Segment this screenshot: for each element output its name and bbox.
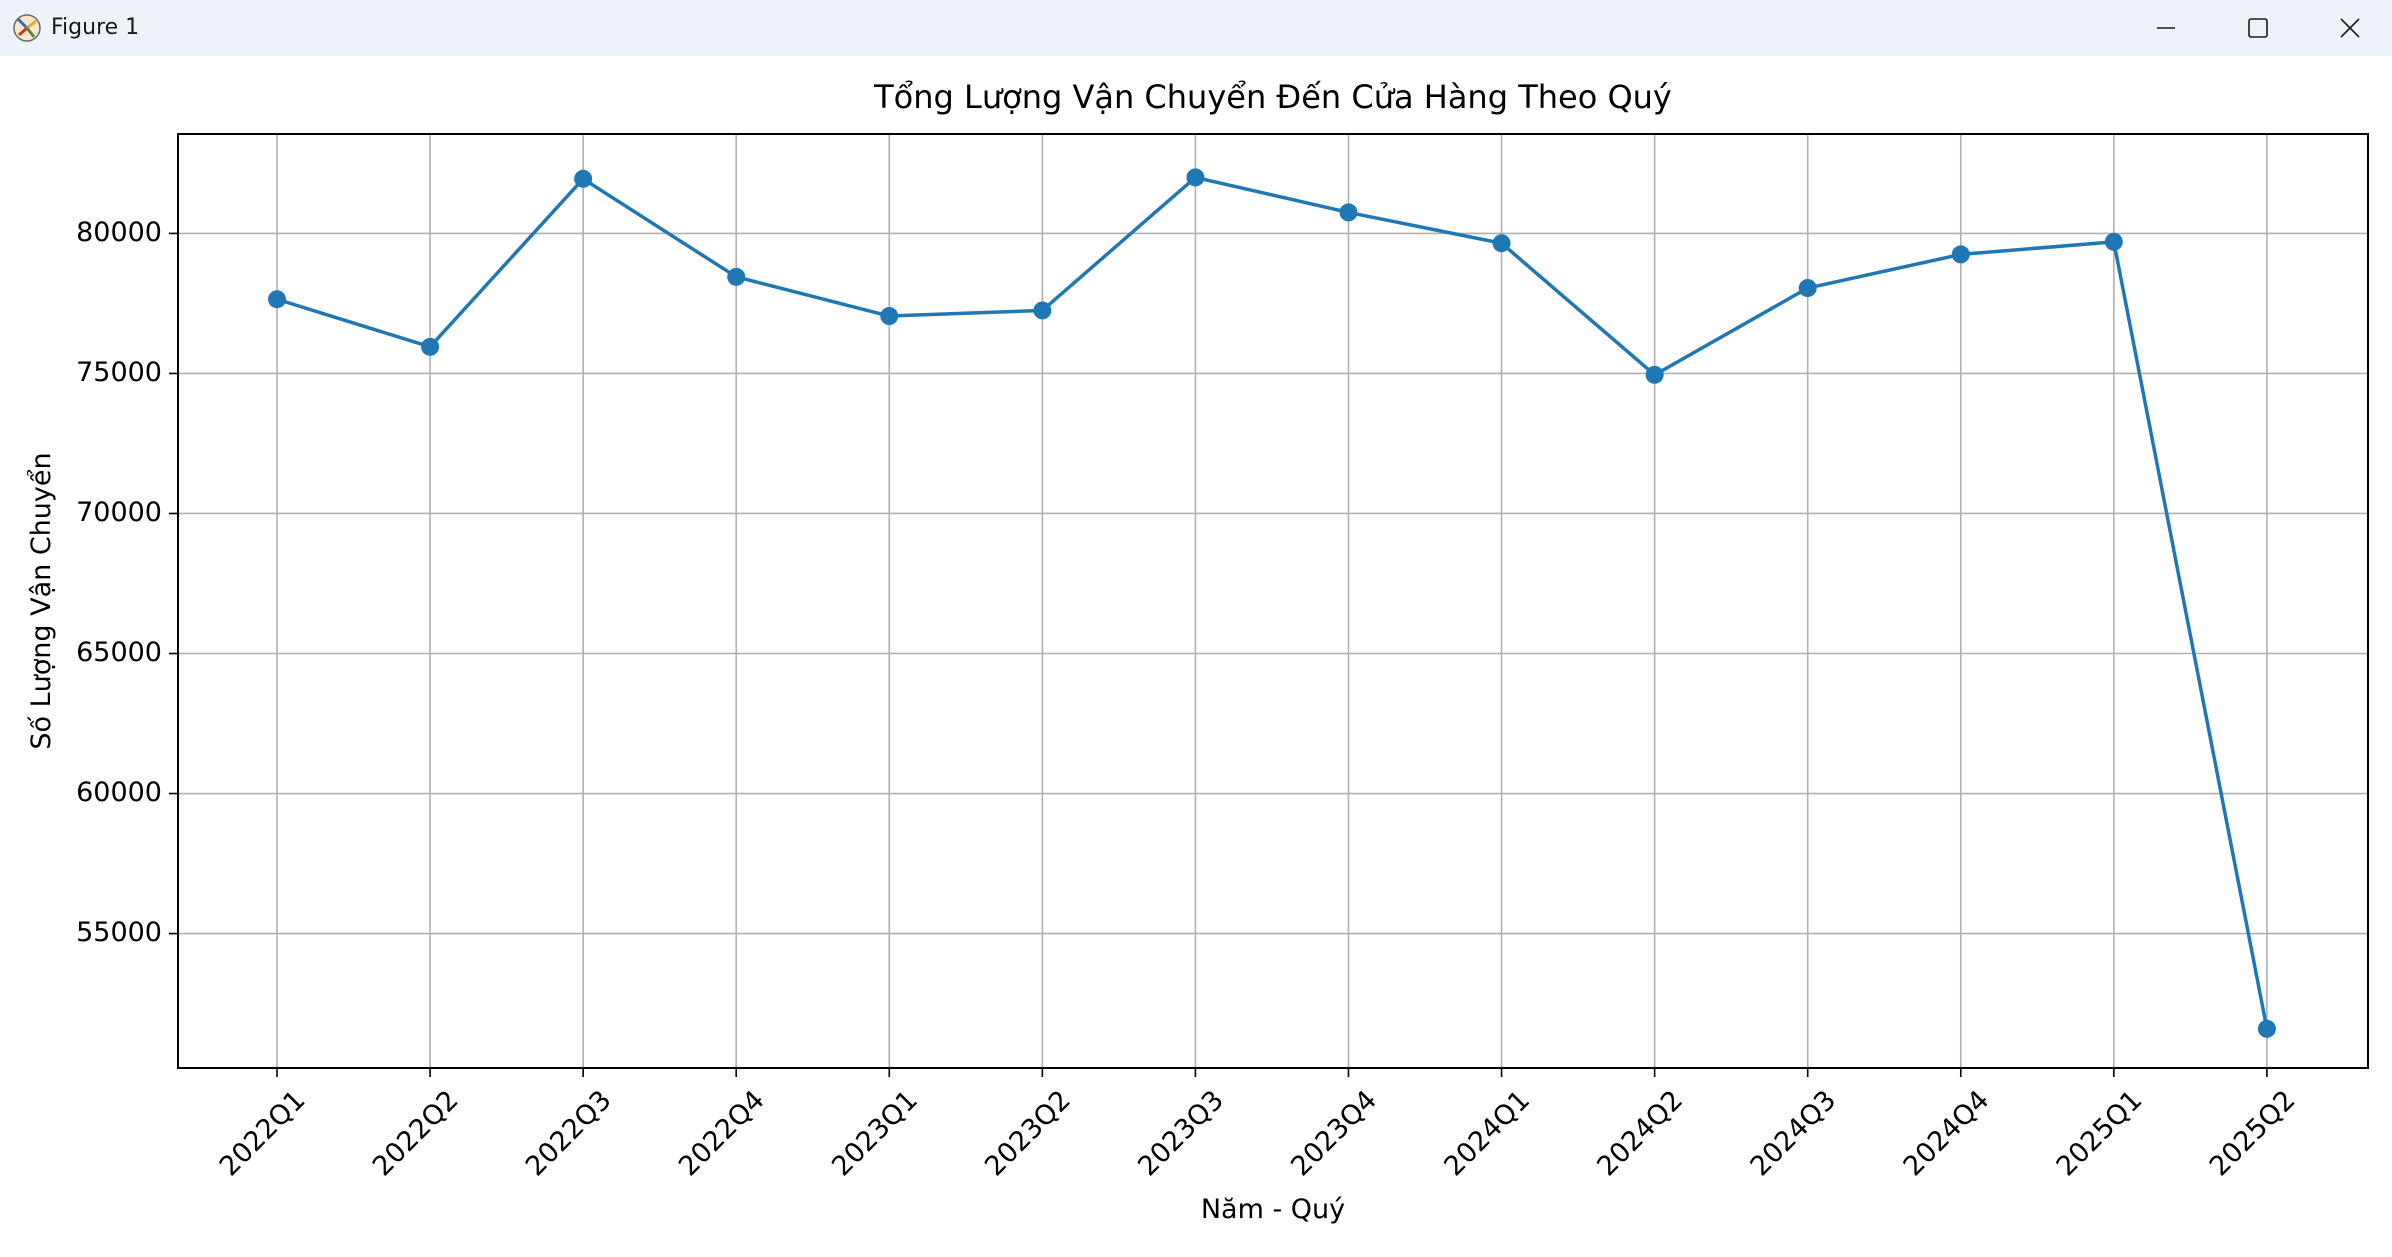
data-point [727,267,746,286]
data-point [268,290,286,309]
minimize-button[interactable] [2120,0,2212,56]
y-tick-label: 55000 [76,917,162,948]
data-point [1951,245,1970,264]
x-tick-label: 2025Q1 [2051,1085,2149,1183]
y-tick-label: 80000 [76,217,162,248]
data-point [1798,279,1817,298]
data-point [1186,168,1205,187]
x-tick-label: 2023Q1 [826,1085,924,1183]
x-tick-label: 2024Q4 [1898,1085,1996,1183]
data-point [1645,365,1664,384]
y-tick-label: 70000 [76,497,162,528]
data-point [1339,203,1358,222]
grid-layer [178,134,2368,1068]
data-point [1033,301,1052,320]
figure-canvas: 2022Q1 2022Q2 2022Q3 2022Q4 2023Q1 2023Q2 2023… [0,56,2392,1257]
series-line [276,175,2269,1030]
x-tick-label: 2022Q3 [520,1085,618,1183]
data-point [1492,234,1511,253]
matplotlib-app-icon [12,13,42,43]
chart-title: Tổng Lượng Vận Chuyển Đến Cửa Hàng Theo … [873,78,1672,116]
x-tick-label: 2023Q3 [1132,1085,1230,1183]
x-tick-label: 2024Q1 [1438,1085,1536,1183]
x-axis-label: Năm - Quý [1201,1194,1345,1225]
plot-frame [177,133,2369,1069]
x-tick-label: 2023Q2 [979,1085,1077,1183]
line-chart: 2022Q1 2022Q2 2022Q3 2022Q4 2023Q1 2023Q2 2023… [26,78,2369,1225]
x-tick-label: 2023Q4 [1285,1085,1383,1183]
x-tick-label: 2024Q2 [1591,1085,1689,1183]
data-point [880,307,899,326]
x-tick-label: 2025Q2 [2204,1085,2302,1183]
window-title: Figure 1 [51,15,140,40]
data-point [421,337,440,356]
minimize-icon [2157,27,2175,29]
x-tick-label: 2022Q1 [214,1085,312,1183]
title-bar: Figure 1 [0,0,2392,56]
close-button[interactable] [2304,0,2392,56]
data-point [2104,232,2123,251]
data-point [574,169,593,188]
data-point [2257,1019,2276,1038]
y-tick-label: 60000 [76,777,162,808]
x-tick-label: 2022Q2 [367,1085,465,1183]
close-icon [2340,18,2360,38]
maximize-button[interactable] [2212,0,2304,56]
y-tick-label: 65000 [76,637,162,668]
series-layer [268,168,2276,1038]
maximize-icon [2248,18,2268,38]
x-tick-label: 2024Q3 [1745,1085,1843,1183]
y-tick-label: 75000 [76,357,162,388]
x-tick-label: 2022Q4 [673,1085,771,1183]
y-axis-label: Số Lượng Vận Chuyển [26,452,57,749]
ticks-layer: 2022Q1 2022Q2 2022Q3 2022Q4 2023Q1 2023Q2 2023… [76,217,2301,1182]
